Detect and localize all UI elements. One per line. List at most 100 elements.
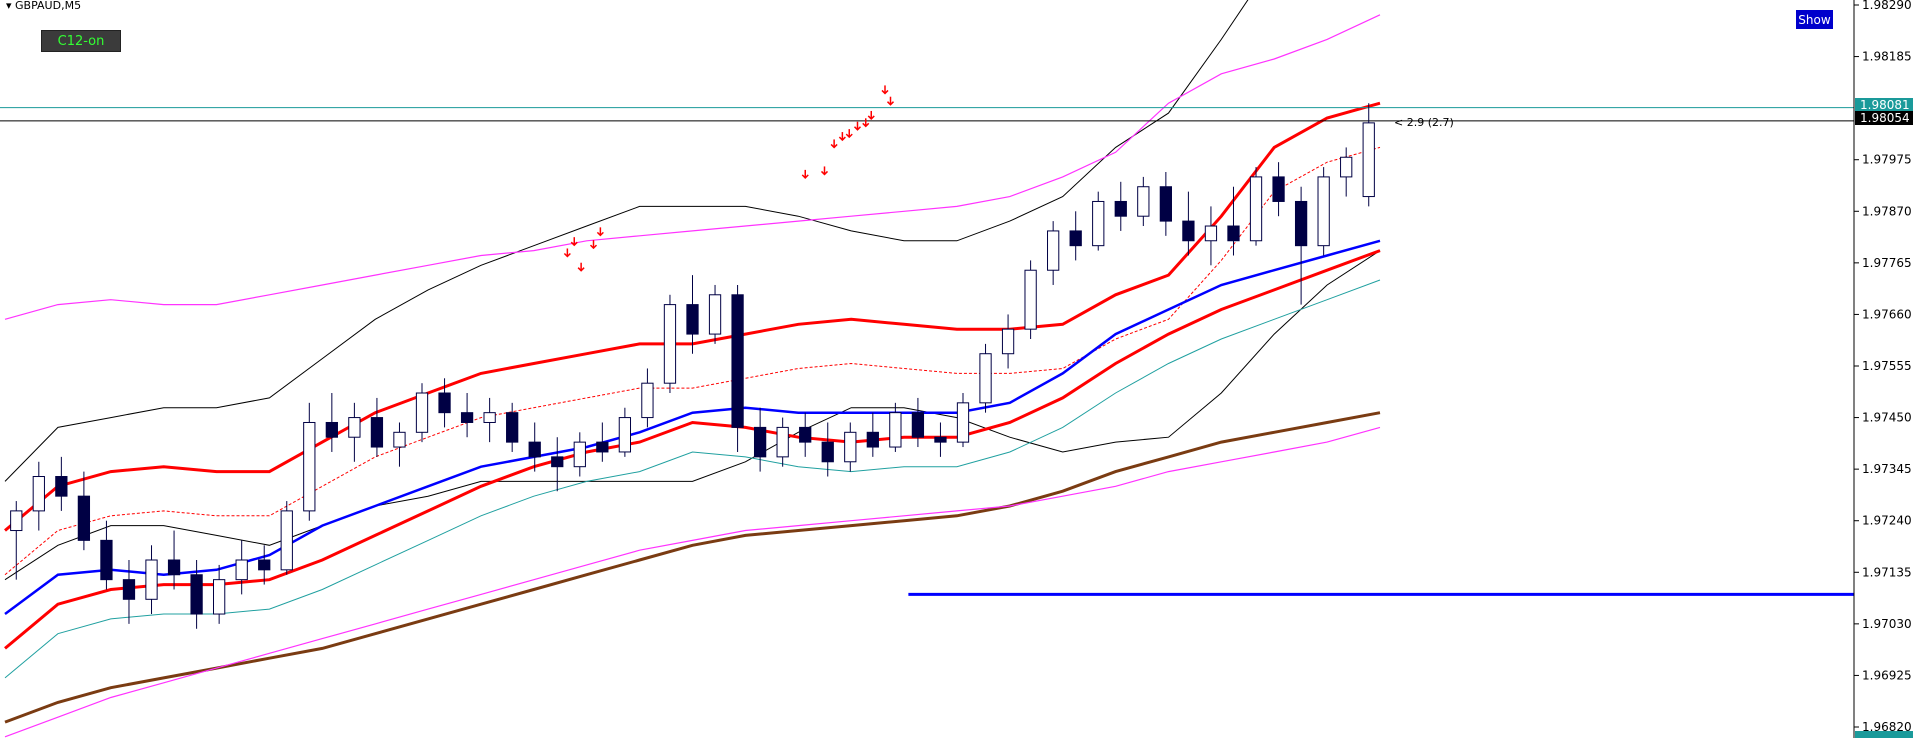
arrow-head: [845, 133, 853, 139]
candle: [1069, 211, 1082, 261]
sell-arrow-icon: [589, 240, 598, 250]
candle: [663, 294, 677, 394]
y-tick-label: 1.97765: [1862, 256, 1912, 270]
candle: [934, 422, 947, 457]
candle: [32, 461, 45, 531]
arrow-head: [801, 174, 809, 179]
candle-body: [303, 421, 316, 512]
candle-body: [799, 426, 812, 443]
y-tick-label: 1.96820: [1862, 720, 1912, 734]
band-upper-line: [4, 0, 1249, 482]
sell-arrow-icon: [862, 118, 870, 128]
y-tick-label: 1.97240: [1862, 514, 1912, 528]
candle-body: [438, 392, 451, 414]
sell-arrow-icon: [801, 169, 809, 179]
arrow-head: [563, 252, 571, 258]
candle-body: [415, 392, 429, 433]
sell-arrow-icon: [845, 129, 853, 139]
y-tick-label: 1.98185: [1862, 50, 1912, 64]
candle: [213, 564, 226, 624]
candle: [641, 368, 654, 428]
candle: [370, 397, 384, 457]
candle-body: [866, 431, 879, 448]
price-tag-upper-text: 1.98081: [1860, 98, 1910, 112]
candle-body: [370, 417, 384, 448]
c12-toggle-button[interactable]: C12-on: [41, 30, 121, 52]
candle: [866, 412, 879, 457]
arrow-head: [862, 122, 870, 128]
arrow-head: [577, 267, 585, 272]
price-axis: 1.98290 1.98185 1.97975 1.97870 1.97765 1.976…: [1854, 0, 1912, 734]
y-tick-label: 1.97555: [1862, 359, 1912, 373]
bollinger-bands: [4, 0, 1381, 679]
candle-body: [753, 426, 767, 458]
arrow-head: [881, 89, 889, 95]
candle-body: [573, 441, 586, 468]
candle: [235, 540, 248, 595]
arrow-head: [853, 126, 862, 131]
y-tick-label: 1.96925: [1862, 668, 1912, 682]
candle-body: [122, 579, 136, 600]
candle: [10, 501, 23, 580]
candle-body: [596, 441, 609, 453]
arrow-head: [838, 136, 846, 142]
price-tag-upper: 1.98081: [1855, 98, 1913, 112]
symbol-title: ▾ GBPAUD,M5: [6, 0, 81, 12]
candle-body: [235, 559, 248, 581]
candle: [145, 545, 158, 615]
horizontal-levels: [0, 107, 1854, 596]
candlesticks: [10, 103, 1375, 629]
candle: [956, 393, 970, 448]
candle-body: [190, 574, 203, 615]
collapse-triangle-icon[interactable]: ▾: [6, 0, 12, 12]
candle-body: [167, 559, 181, 576]
signal-arrows: [563, 85, 895, 272]
candle: [686, 275, 699, 354]
candle: [731, 284, 744, 452]
band-lower-line: [4, 250, 1381, 581]
y-tick-label: 1.98290: [1862, 0, 1912, 12]
sell-arrow-icon: [596, 227, 604, 237]
y-tick-label: 1.97345: [1862, 462, 1912, 476]
arrow-head: [830, 143, 838, 149]
candle: [1362, 103, 1375, 207]
price-tag-bottom: [1855, 731, 1913, 738]
candle-body: [77, 495, 91, 541]
candle-body: [1362, 122, 1375, 198]
candle: [551, 437, 564, 492]
sell-arrow-icon: [867, 110, 875, 121]
candle: [438, 378, 451, 428]
candle-body: [1204, 225, 1218, 242]
candle-body: [1317, 176, 1330, 247]
candle-body: [934, 436, 947, 443]
dashed-red-line: [4, 146, 1381, 576]
candle-body: [1092, 200, 1105, 247]
arrow-head: [596, 231, 604, 237]
symbol-title-text: GBPAUD,M5: [15, 0, 82, 12]
arrow-head: [820, 170, 829, 176]
candle-body: [10, 510, 23, 532]
candle-body: [821, 441, 834, 463]
y-tick-label: 1.97135: [1862, 565, 1912, 579]
candle-body: [506, 412, 519, 443]
arrow-head: [589, 244, 598, 250]
y-tick-label: 1.97660: [1862, 307, 1912, 321]
candle: [911, 397, 925, 448]
candle: [77, 471, 91, 551]
candle-body: [100, 539, 113, 581]
candle-body: [708, 294, 722, 335]
candle: [506, 402, 519, 452]
candle: [1024, 260, 1037, 339]
candle: [573, 432, 586, 477]
series-magenta_lower: [4, 426, 1381, 738]
candle: [618, 407, 632, 457]
sell-arrow-icon: [570, 237, 578, 247]
candle: [280, 501, 293, 575]
arrow-head: [886, 101, 895, 106]
arrow-head: [867, 115, 875, 121]
candle-body: [1340, 156, 1353, 178]
candle-body: [551, 456, 564, 468]
show-button[interactable]: Show: [1796, 10, 1833, 29]
sell-arrow-icon: [830, 139, 838, 149]
